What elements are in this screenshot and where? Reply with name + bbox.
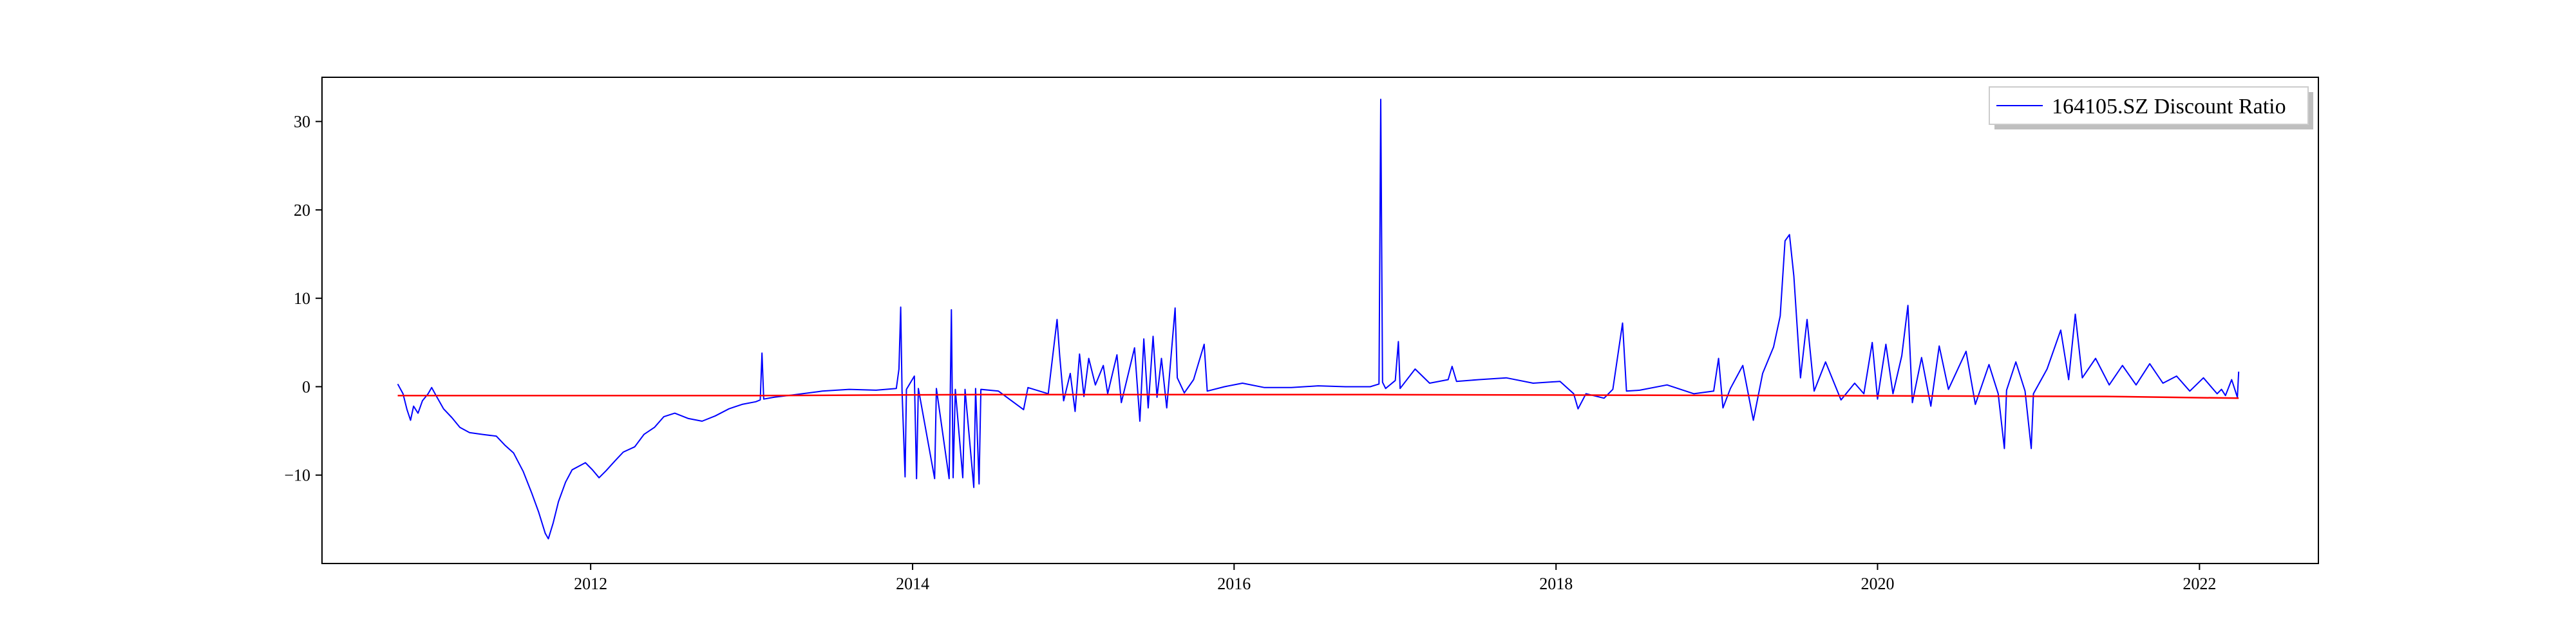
x-tick-label: 2012 bbox=[574, 574, 607, 593]
legend: 164105.SZ Discount Ratio bbox=[1989, 86, 2313, 129]
x-tick-label: 2016 bbox=[1217, 574, 1251, 593]
y-tick-label: −10 bbox=[284, 466, 310, 485]
x-tick-label: 2018 bbox=[1539, 574, 1573, 593]
legend-label-discount-ratio: 164105.SZ Discount Ratio bbox=[2052, 95, 2286, 118]
series-layer bbox=[397, 99, 2240, 540]
series-line-discount-ratio bbox=[397, 99, 2240, 540]
plot-frame bbox=[321, 77, 2319, 564]
y-tick-label: 30 bbox=[294, 113, 310, 131]
y-tick-label: 0 bbox=[302, 377, 310, 396]
y-axis: −10 0 10 20 30 bbox=[284, 113, 322, 485]
y-tick-label: 20 bbox=[294, 201, 310, 220]
series-line-red-reference bbox=[397, 393, 2239, 399]
plot-area bbox=[322, 77, 2318, 564]
y-tick-label: 10 bbox=[294, 289, 310, 308]
x-tick-label: 2022 bbox=[2183, 574, 2216, 593]
x-tick-label: 2014 bbox=[896, 574, 929, 593]
x-axis: 2012 2014 2016 2018 2020 2022 bbox=[574, 564, 2216, 593]
x-tick-label: 2020 bbox=[1861, 574, 1894, 593]
